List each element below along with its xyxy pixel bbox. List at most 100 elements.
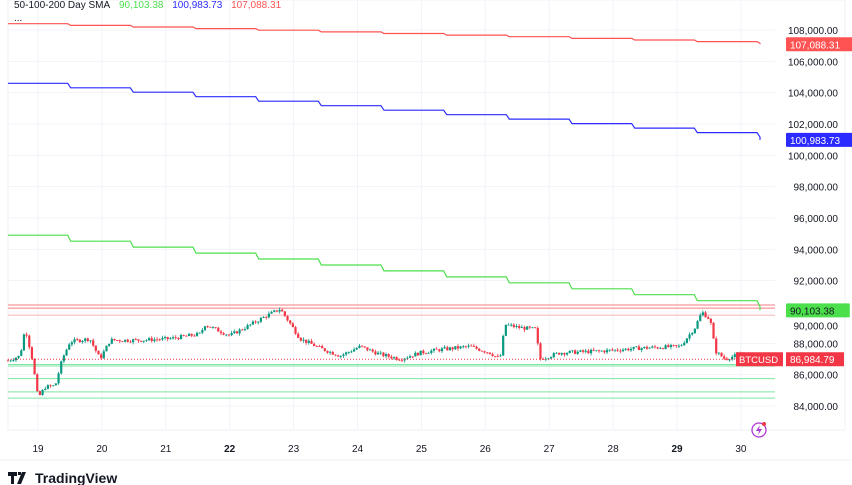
candle-body [177, 338, 180, 340]
candle-body [352, 349, 356, 352]
candle-body [84, 338, 87, 341]
candle-body [510, 324, 513, 326]
candle-body [382, 352, 385, 357]
x-tick-label: 20 [96, 444, 108, 455]
candle-body [283, 311, 286, 316]
candle-body [163, 336, 167, 338]
candle-body [70, 342, 73, 345]
candle-body [150, 338, 153, 342]
candle-body [249, 324, 252, 326]
candle-body [339, 355, 342, 357]
candle-body [512, 324, 515, 327]
candle-body [728, 359, 731, 361]
candle-body [121, 341, 124, 343]
candle-body [603, 350, 606, 353]
sma-price-badge [786, 132, 852, 147]
candle-body [52, 385, 55, 387]
candle-body [94, 345, 97, 351]
brand-name: TradingView [35, 470, 118, 485]
x-tick-label: 26 [480, 444, 492, 455]
candle-body [100, 354, 103, 359]
symbol-label: BTCUSD [739, 355, 778, 366]
candle-body [597, 350, 601, 352]
x-tick-label: 19 [32, 444, 44, 455]
candle-body [305, 339, 308, 343]
y-tick-label: 104,000.00 [788, 89, 838, 100]
candle-body [363, 346, 366, 348]
candle-body [315, 346, 318, 347]
candle-body [717, 352, 720, 354]
candle-body [230, 333, 233, 336]
candle-body [733, 354, 736, 357]
candle-body [691, 333, 694, 335]
candle-body [238, 329, 241, 334]
candle-body [600, 350, 603, 352]
candle-body [116, 340, 119, 342]
candle-body [201, 330, 204, 333]
candle-body [664, 345, 667, 350]
candle-body [310, 340, 313, 344]
candle-body [259, 317, 263, 322]
y-tick-label: 94,000.00 [794, 245, 839, 256]
candle-body [286, 315, 289, 321]
candle-body [424, 353, 428, 355]
candle-body [337, 355, 340, 357]
candle-body [246, 325, 249, 330]
candle-body [219, 331, 223, 334]
legend-sma100: 100,983.73 [172, 0, 223, 11]
candle-body [30, 347, 34, 359]
sma-price-label: 107,088.31 [790, 40, 840, 51]
indicator-legend: 50-100-200 Day SMA 90,103.38 100,983.73 … [14, 0, 287, 11]
y-tick-label: 86,000.00 [794, 371, 839, 382]
candle-body [693, 328, 696, 334]
candle-body [118, 340, 121, 342]
candle-body [289, 320, 292, 324]
candle-body [454, 346, 457, 350]
candle-body [214, 327, 217, 328]
y-tick-label: 92,000.00 [794, 277, 839, 288]
candle-body [499, 355, 502, 357]
candle-body [680, 345, 683, 347]
candle-body [456, 346, 460, 349]
candle-body [281, 309, 284, 312]
y-tick-label: 88,000.00 [794, 339, 839, 350]
candle-body [307, 340, 310, 343]
candle-body [709, 318, 712, 323]
candle-body [297, 333, 300, 338]
candle-body [587, 350, 590, 354]
candle-body [190, 333, 193, 336]
x-tick-label: 27 [544, 444, 556, 455]
candle-body [627, 348, 630, 351]
candle-body [329, 351, 332, 353]
candle-body [251, 321, 255, 325]
sma-price-label: 100,983.73 [790, 136, 840, 147]
candle-body [78, 339, 81, 343]
candle-body [432, 348, 436, 351]
y-tick-label: 96,000.00 [794, 214, 839, 225]
x-tick-label: 22 [224, 444, 236, 455]
candle-body [398, 359, 401, 361]
candle-body [384, 354, 388, 357]
candle-body [400, 360, 404, 362]
candle-body [550, 357, 553, 359]
candle-body [451, 347, 454, 350]
candle-body [371, 349, 374, 352]
candle-body [169, 338, 172, 340]
legend-more-button[interactable]: ... [14, 13, 23, 24]
candle-body [20, 350, 23, 356]
candle-body [225, 334, 228, 336]
candle-body [145, 340, 148, 341]
candle-body [651, 346, 654, 348]
candle-body [54, 383, 57, 386]
candle-body [613, 349, 617, 351]
candle-body [36, 374, 39, 392]
candle-body [153, 339, 156, 342]
legend-sma200: 107,088.31 [231, 0, 282, 11]
candle-body [358, 345, 361, 349]
candle-body [725, 358, 728, 360]
candle-body [222, 333, 225, 335]
candle-body [198, 332, 201, 334]
notification-dot [762, 422, 766, 426]
